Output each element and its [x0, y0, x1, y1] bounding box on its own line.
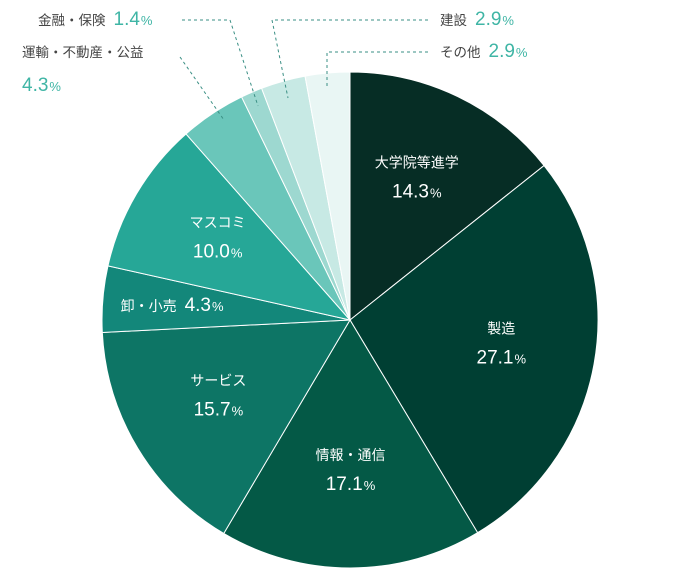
slice-label-value: 4.3%: [22, 75, 61, 96]
slice-label-value: 27.1%: [477, 347, 527, 368]
slice-label: 建設 2.9%: [440, 9, 514, 30]
slice-4: [101, 319, 351, 535]
slice-label-name: 大学院等進学: [375, 154, 459, 171]
slice-2: [349, 164, 599, 534]
leader-line: [179, 56, 225, 121]
slice-label-value: 15.7%: [194, 400, 244, 421]
slice-label-name: 運輸・不動産・公益: [22, 45, 144, 61]
slice-label-value: 14.3%: [392, 181, 442, 202]
slice-label: その他 2.9%: [440, 41, 528, 62]
slice-label: 金融・保険 1.4%: [38, 9, 153, 30]
slice-label-value: 10.0%: [193, 242, 243, 263]
slice-label-name: マスコミ: [190, 216, 246, 232]
slice-label-name: 製造: [487, 321, 515, 337]
slice-label-name: 情報・通信: [315, 448, 385, 464]
slice-label: 卸・小売 4.3%: [121, 295, 224, 316]
slice-6: [107, 133, 352, 321]
leader-lines: [179, 19, 428, 121]
slice-1: [349, 71, 545, 322]
slice-label-value: 17.1%: [326, 474, 376, 495]
slice-3: [223, 319, 479, 569]
leader-line: [182, 19, 259, 107]
slice-labels: 大学院等進学 14.3% 製造 27.1% 情報・通信 17.1% サービス 15.7% 卸・小…: [22, 9, 528, 495]
slice-label-name: サービス: [190, 374, 246, 390]
leader-line: [271, 19, 428, 99]
pie-slices: [101, 71, 599, 569]
